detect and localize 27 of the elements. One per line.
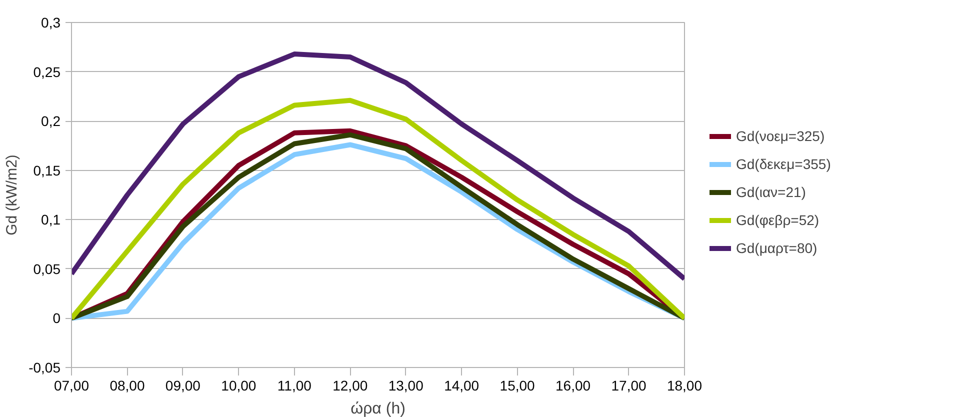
x-tick-label: 10,00 xyxy=(221,378,256,394)
x-tick-label: 08,00 xyxy=(110,378,145,394)
x-tick-label: 15,00 xyxy=(500,378,536,394)
x-axis-title: ώρα (h) xyxy=(350,400,406,417)
legend-label: Gd(δεκεμ=355) xyxy=(736,156,831,172)
y-tick-label: 0,15 xyxy=(33,162,61,178)
x-tick-label: 17,00 xyxy=(611,378,647,394)
x-tick-label: 16,00 xyxy=(556,378,591,394)
y-tick-label: 0 xyxy=(52,310,61,326)
x-tick-label: 11,00 xyxy=(277,378,312,394)
x-tick-label: 12,00 xyxy=(332,378,368,394)
x-tick-label: 18,00 xyxy=(666,378,702,394)
y-tick-label: 0,2 xyxy=(41,113,61,130)
x-tick-label: 14,00 xyxy=(444,378,480,394)
y-axis-title: Gd (kW/m2) xyxy=(4,154,21,236)
x-tick-label: 13,00 xyxy=(388,378,424,394)
legend-label: Gd(φεβρ=52) xyxy=(736,212,820,228)
legend-label: Gd(μαρτ=80) xyxy=(736,240,818,256)
legend-label: Gd(νοεμ=325) xyxy=(736,128,825,144)
y-tick-label: 0,25 xyxy=(33,64,61,80)
y-tick-label: 0,05 xyxy=(33,260,61,277)
x-tick-label: 09,00 xyxy=(165,378,201,394)
legend-label: Gd(ιαν=21) xyxy=(736,184,806,200)
y-tick-label: 0,1 xyxy=(41,212,61,228)
y-tick-label: 0,3 xyxy=(41,14,61,30)
x-tick-label: 07,00 xyxy=(54,378,90,394)
y-tick-label: -0,05 xyxy=(28,360,61,376)
